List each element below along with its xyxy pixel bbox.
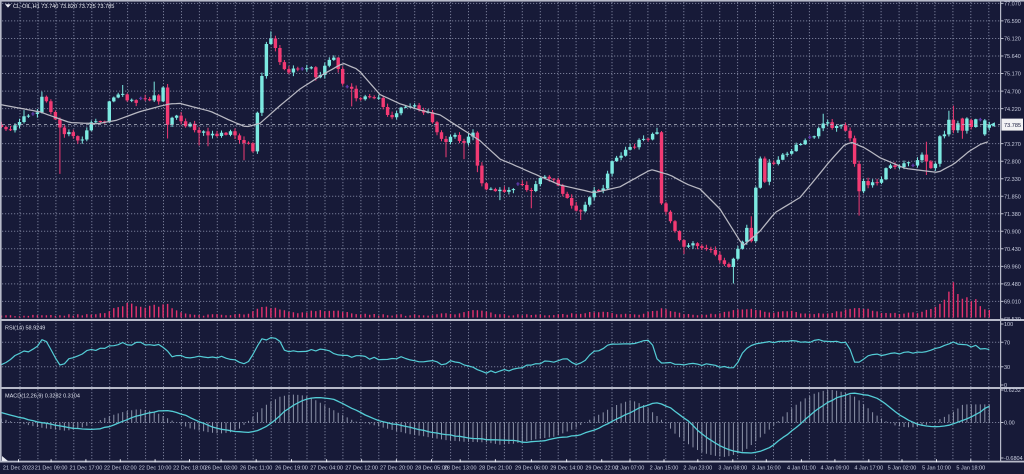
svg-text:CL-OIL,H1 73.740 73.820 73.72: CL-OIL,H1 73.740 73.820 73.725 73.785: [13, 4, 114, 10]
svg-text:69.010: 69.010: [1004, 300, 1021, 306]
svg-text:28 Dec 21:00: 28 Dec 21:00: [479, 466, 512, 472]
svg-text:22 Dec 02:00: 22 Dec 02:00: [104, 466, 137, 472]
svg-text:27 Dec 04:00: 27 Dec 04:00: [310, 466, 343, 472]
svg-text:0.6232: 0.6232: [1004, 388, 1021, 394]
svg-text:4 Jan 01:00: 4 Jan 01:00: [787, 466, 816, 472]
svg-text:RSI(14) 58.9249: RSI(14) 58.9249: [5, 326, 45, 332]
svg-text:3 Jan 16:00: 3 Jan 16:00: [752, 466, 781, 472]
svg-text:28 Dec 05:00: 28 Dec 05:00: [415, 466, 448, 472]
svg-text:28 Dec 13:00: 28 Dec 13:00: [444, 466, 477, 472]
svg-text:21 Dec 2023: 21 Dec 2023: [3, 466, 34, 472]
svg-text:0.00: 0.00: [1004, 421, 1015, 427]
svg-text:74.700: 74.700: [1004, 89, 1021, 95]
svg-text:2 Jan 15:00: 2 Jan 15:00: [650, 466, 679, 472]
svg-text:73.785: 73.785: [1004, 123, 1021, 129]
svg-text:76.120: 76.120: [1004, 37, 1021, 43]
svg-text:21 Dec 17:00: 21 Dec 17:00: [70, 466, 103, 472]
svg-text:77.070: 77.070: [1004, 2, 1021, 8]
svg-text:22 Dec 18:00: 22 Dec 18:00: [173, 466, 206, 472]
svg-text:2 Jan 23:00: 2 Jan 23:00: [683, 466, 712, 472]
svg-text:5 Jan 02:00: 5 Jan 02:00: [888, 466, 917, 472]
svg-text:75.170: 75.170: [1004, 72, 1021, 78]
svg-text:MACD(12,26,9) 0.3282 0.3104: MACD(12,26,9) 0.3282 0.3104: [5, 394, 80, 400]
svg-text:70.430: 70.430: [1004, 247, 1021, 253]
svg-text:75.640: 75.640: [1004, 54, 1021, 60]
svg-text:68.530: 68.530: [1004, 317, 1021, 323]
svg-text:3 Jan 08:00: 3 Jan 08:00: [718, 466, 747, 472]
svg-text:30: 30: [1004, 365, 1010, 371]
svg-text:21 Dec 09:00: 21 Dec 09:00: [35, 466, 68, 472]
svg-text:70: 70: [1004, 341, 1010, 347]
svg-text:70.900: 70.900: [1004, 230, 1021, 236]
svg-text:71.850: 71.850: [1004, 194, 1021, 200]
svg-text:29 Dec 14:00: 29 Dec 14:00: [550, 466, 583, 472]
svg-text:69.960: 69.960: [1004, 265, 1021, 271]
svg-text:72.800: 72.800: [1004, 159, 1021, 165]
svg-text:0: 0: [1004, 383, 1007, 389]
svg-text:26 Dec 03:00: 26 Dec 03:00: [205, 466, 238, 472]
svg-text:22 Dec 10:00: 22 Dec 10:00: [139, 466, 172, 472]
svg-text:26 Dec 11:00: 26 Dec 11:00: [240, 466, 272, 472]
svg-text:2 Jan 07:00: 2 Jan 07:00: [616, 466, 645, 472]
svg-text:5 Jan 18:00: 5 Jan 18:00: [956, 466, 985, 472]
svg-text:27 Dec 12:00: 27 Dec 12:00: [345, 466, 378, 472]
svg-text:27 Dec 20:00: 27 Dec 20:00: [380, 466, 413, 472]
svg-text:5 Jan 10:00: 5 Jan 10:00: [922, 466, 951, 472]
svg-text:4 Jan 17:00: 4 Jan 17:00: [854, 466, 883, 472]
svg-text:72.330: 72.330: [1004, 177, 1021, 183]
svg-text:74.220: 74.220: [1004, 107, 1021, 113]
svg-text:26 Dec 19:00: 26 Dec 19:00: [275, 466, 308, 472]
svg-text:-0.6804: -0.6804: [1004, 456, 1023, 462]
svg-text:71.380: 71.380: [1004, 212, 1021, 218]
svg-text:29 Dec 22:00: 29 Dec 22:00: [585, 466, 618, 472]
svg-text:100: 100: [1004, 322, 1013, 328]
svg-text:69.480: 69.480: [1004, 282, 1021, 288]
svg-text:73.270: 73.270: [1004, 142, 1021, 148]
svg-text:29 Dec 06:00: 29 Dec 06:00: [515, 466, 548, 472]
svg-text:4 Jan 09:00: 4 Jan 09:00: [821, 466, 850, 472]
svg-text:76.590: 76.590: [1004, 19, 1021, 25]
